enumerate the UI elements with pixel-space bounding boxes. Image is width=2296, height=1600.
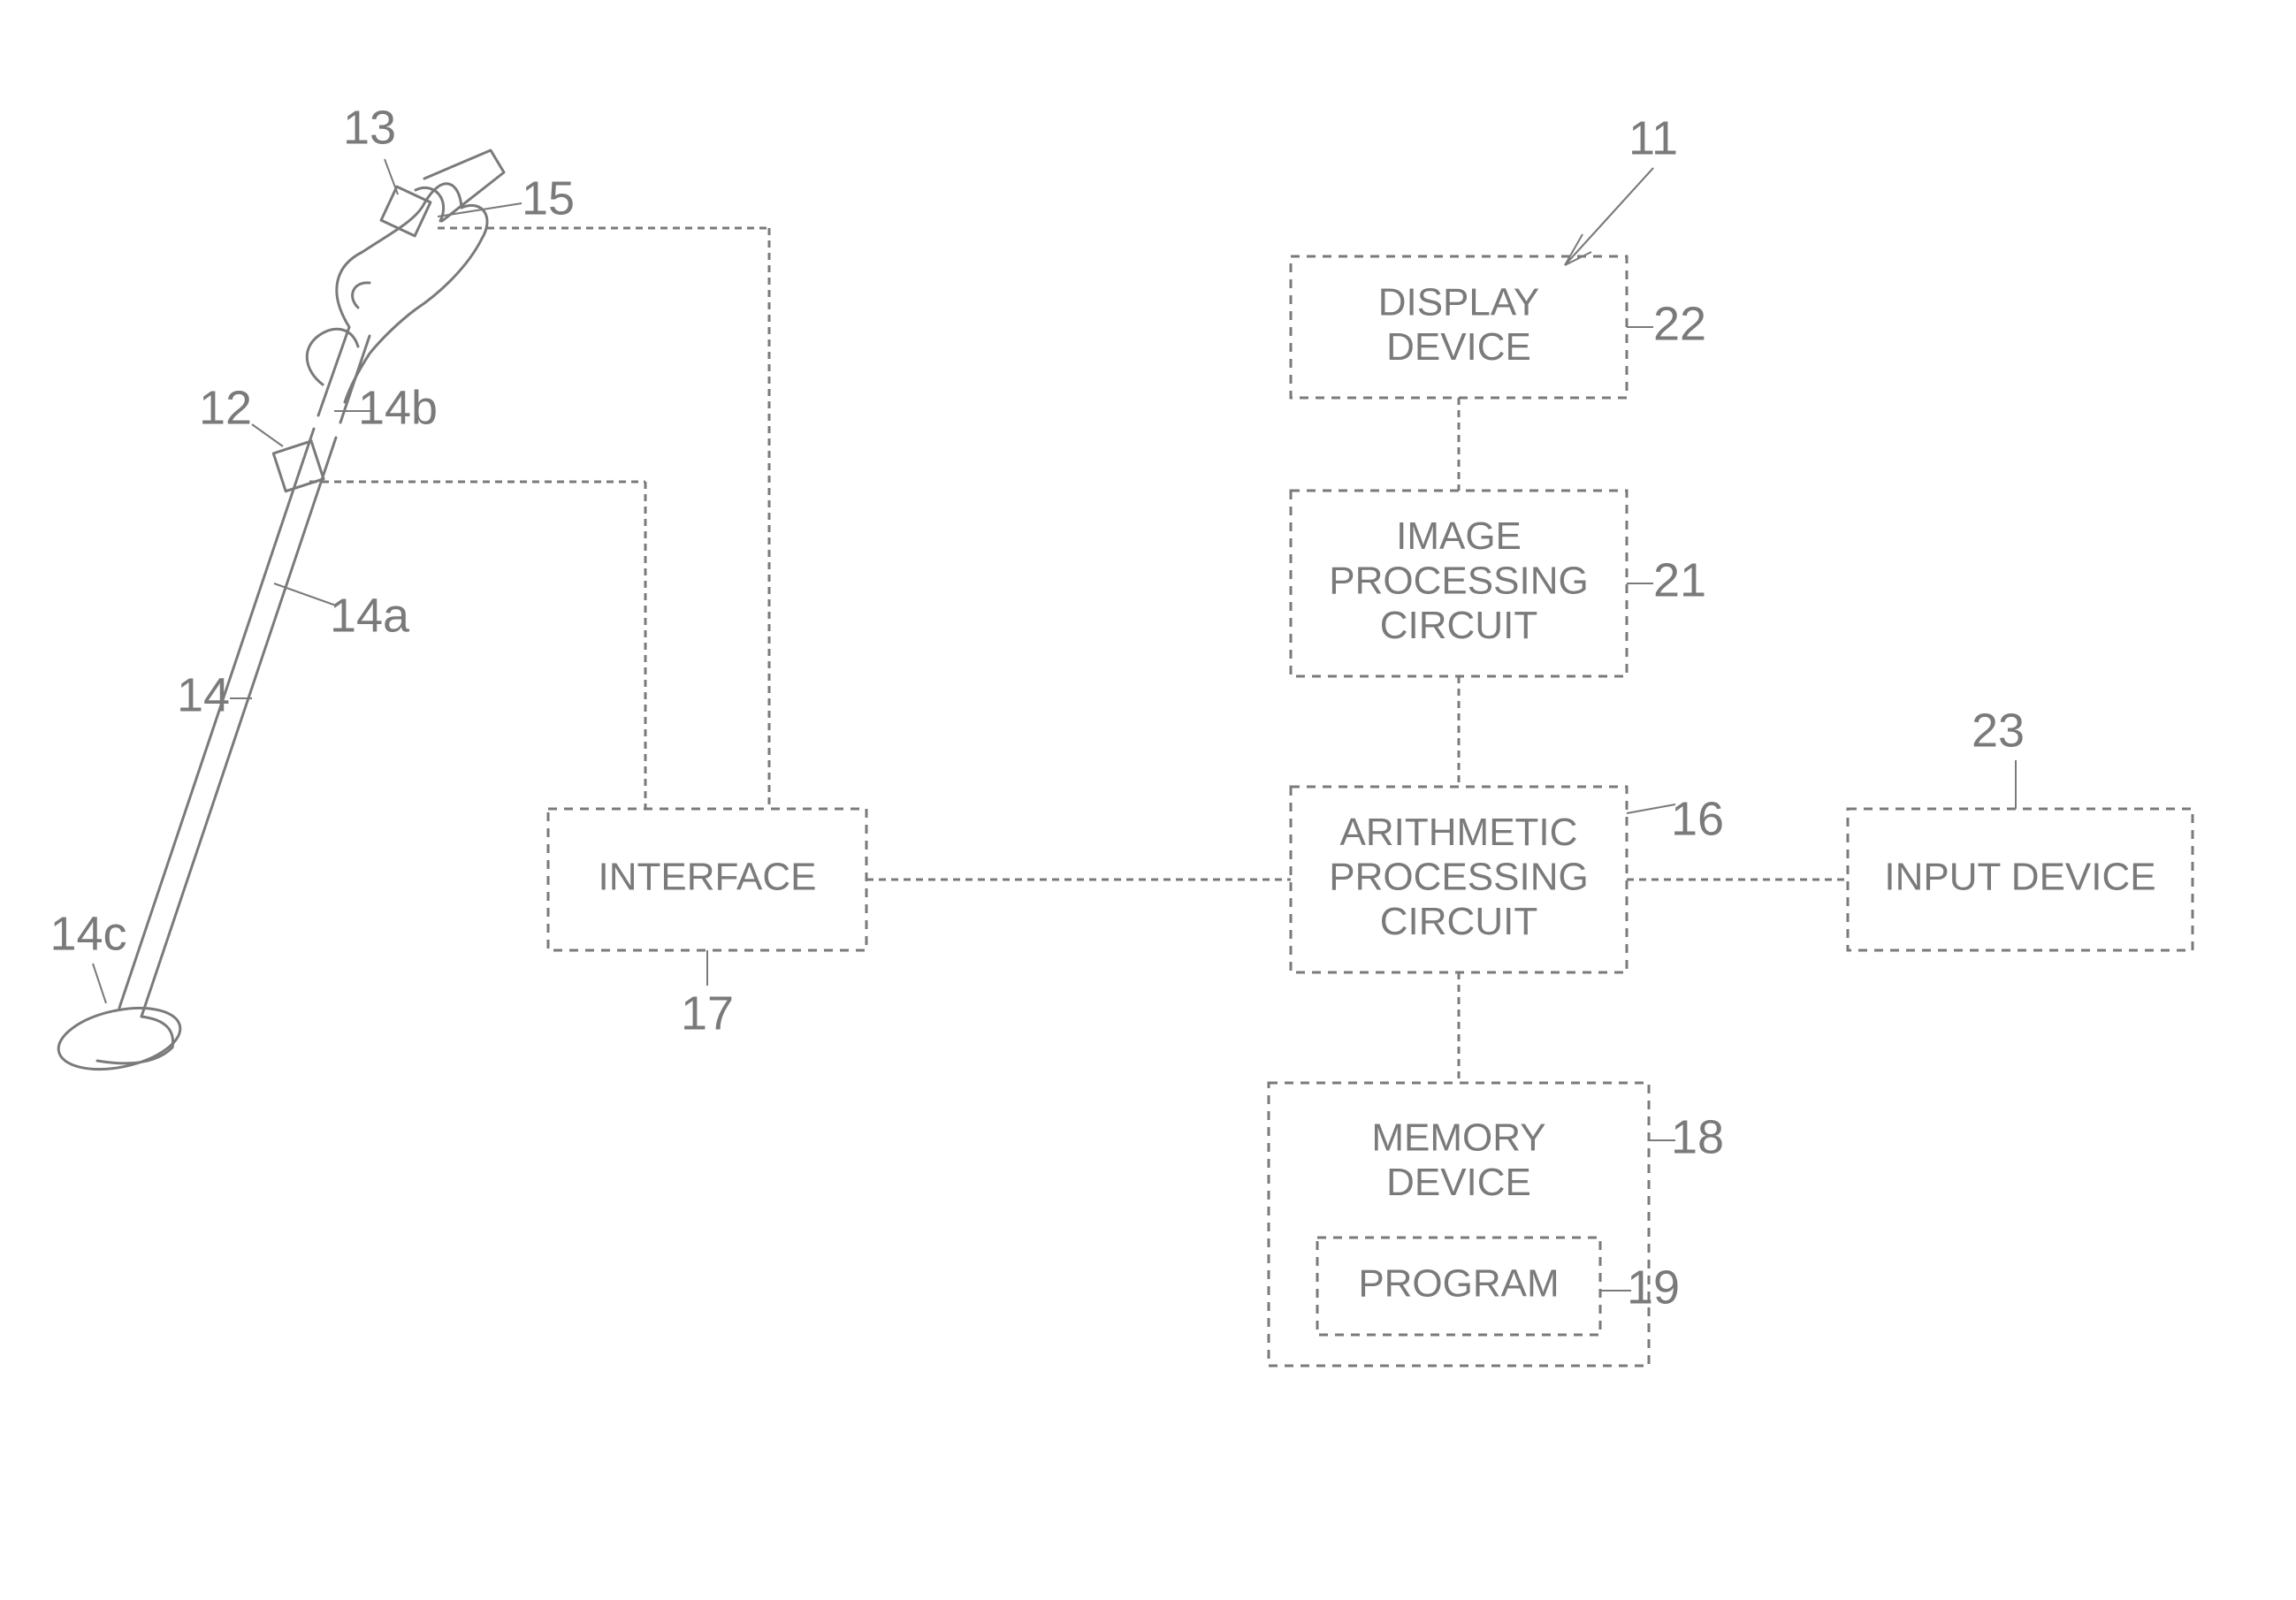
leader-12 [252,424,283,446]
input-label-line-0: INPUT DEVICE [1884,856,2155,899]
imageproc-label-line-2: CIRCUIT [1380,604,1537,647]
memory-label-line-1: DEVICE [1386,1161,1531,1204]
ref-22: 22 [1653,297,1706,350]
ref-13: 13 [343,101,396,154]
display-label-line-0: DISPLAY [1378,280,1540,324]
arithmetic-label-line-2: CIRCUIT [1380,900,1537,943]
leader-16 [1627,804,1675,813]
ref-14a: 14a [330,589,410,642]
ref-16: 16 [1671,792,1724,845]
imageproc-box: IMAGEPROCESSINGCIRCUIT [1291,491,1627,676]
ref-14c: 14c [50,907,126,960]
ref-12: 12 [199,381,252,434]
memory-label-line-0: MEMORY [1371,1116,1545,1159]
ref-11: 11 [1629,111,1678,164]
ref-14: 14 [177,668,230,721]
ref-18: 18 [1671,1110,1724,1163]
ref-15: 15 [522,171,575,225]
leader-13 [385,159,398,194]
arrow-11-shaft [1565,168,1653,265]
arithmetic-box: ARITHMETICPROCESSINGCIRCUIT [1291,787,1627,972]
input-box: INPUT DEVICE [1848,809,2193,950]
interface-label-line-0: INTERFACE [599,856,817,899]
imageproc-label-line-1: PROCESSING [1329,560,1588,603]
interface-box: INTERFACE [548,809,866,950]
arithmetic-label-line-1: PROCESSING [1329,856,1588,899]
ref-14b: 14b [358,381,438,434]
arithmetic-label-line-0: ARITHMETIC [1340,811,1578,854]
leader-14c [93,964,106,1003]
ref-21: 21 [1653,553,1706,606]
program-box: PROGRAM [1317,1238,1600,1335]
display-label-line-1: DEVICE [1386,325,1531,369]
imageproc-label-line-0: IMAGE [1396,514,1522,558]
memory-box: MEMORYDEVICE [1269,1083,1649,1366]
ref-17: 17 [681,987,734,1040]
program-label-line-0: PROGRAM [1358,1262,1559,1306]
ref-23: 23 [1972,704,2025,757]
ref-19: 19 [1627,1261,1680,1314]
leader-15 [438,203,522,217]
display-box: DISPLAYDEVICE [1291,256,1627,398]
